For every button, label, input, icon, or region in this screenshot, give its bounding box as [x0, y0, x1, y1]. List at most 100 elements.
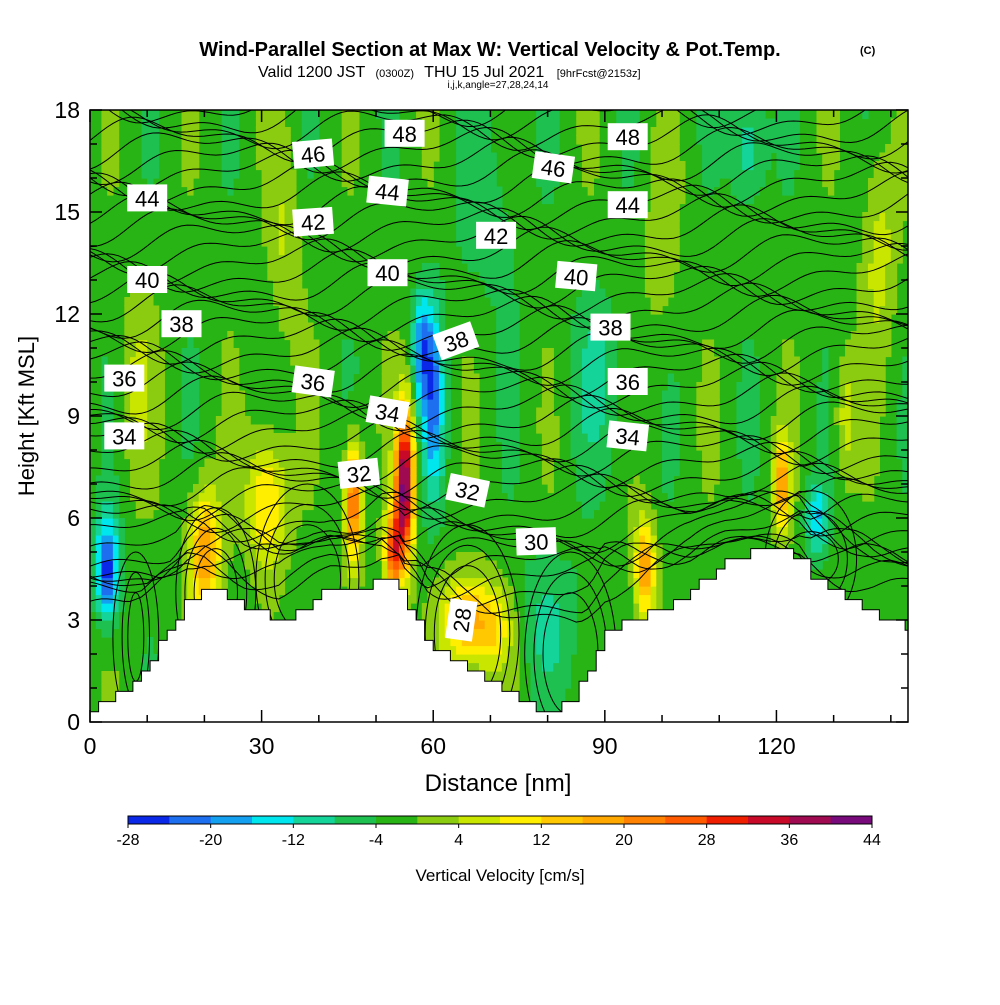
w-cell — [879, 246, 886, 256]
w-cell — [553, 628, 560, 638]
w-cell — [473, 450, 480, 460]
w-cell — [267, 484, 274, 494]
w-cell — [478, 110, 486, 120]
w-cell — [421, 441, 429, 451]
w-cell — [238, 484, 246, 494]
w-cell — [662, 161, 669, 171]
w-cell — [261, 118, 268, 128]
w-cell — [387, 441, 394, 451]
w-cell — [238, 399, 246, 409]
w-cell — [873, 433, 880, 443]
w-cell — [421, 127, 429, 137]
w-cell — [341, 543, 349, 553]
w-cell — [284, 195, 291, 205]
w-cell — [438, 603, 446, 613]
w-cell — [433, 322, 440, 332]
w-cell — [250, 484, 257, 494]
theta-contour — [90, 526, 908, 608]
w-cell — [862, 373, 869, 383]
w-cell — [707, 390, 715, 400]
w-cell — [107, 679, 114, 689]
w-cell — [782, 475, 789, 485]
w-cell — [250, 526, 257, 536]
w-cell — [198, 569, 206, 579]
potential-temperature-contours — [90, 110, 908, 722]
w-cell — [633, 118, 640, 128]
w-cell — [307, 416, 314, 426]
w-cell — [112, 577, 120, 587]
theta-label: 36 — [607, 368, 648, 395]
w-cell — [147, 110, 154, 120]
w-cell — [421, 339, 429, 349]
colorbar-swatch — [665, 816, 708, 824]
w-cell — [427, 365, 434, 375]
w-cell — [112, 144, 120, 154]
w-cell — [95, 552, 103, 562]
w-cell — [393, 144, 400, 154]
w-cell — [210, 509, 217, 519]
w-cell — [541, 135, 549, 145]
w-cell — [650, 203, 657, 213]
w-cell — [124, 390, 131, 400]
w-cell — [702, 407, 709, 417]
w-cell — [667, 144, 675, 154]
w-cell — [135, 331, 143, 341]
w-cell — [742, 399, 749, 409]
w-cell — [398, 382, 406, 392]
w-cell — [639, 611, 646, 621]
w-cell — [438, 628, 446, 638]
w-cell — [593, 484, 600, 494]
w-cell — [484, 662, 492, 672]
w-cell — [650, 237, 657, 247]
w-cell — [873, 424, 880, 434]
w-cell — [112, 552, 120, 562]
w-cell — [667, 246, 675, 256]
w-cell — [461, 144, 469, 154]
w-cell — [627, 169, 635, 179]
w-cell — [438, 458, 446, 468]
w-cell — [507, 611, 514, 621]
w-cell — [450, 637, 457, 647]
w-cell — [295, 484, 303, 494]
w-cell — [290, 339, 297, 349]
w-cell — [662, 135, 669, 145]
w-cell — [130, 484, 137, 494]
w-cell — [501, 356, 509, 366]
w-cell — [747, 365, 755, 375]
w-cell — [547, 390, 554, 400]
w-cell — [541, 110, 549, 120]
w-cell — [713, 373, 720, 383]
w-cell — [278, 144, 286, 154]
x-axis-label: Distance [nm] — [425, 770, 572, 797]
w-cell — [398, 390, 406, 400]
w-cell — [564, 569, 572, 579]
w-cell — [278, 152, 286, 162]
w-cell — [301, 424, 308, 434]
w-cell — [507, 654, 514, 664]
w-cell — [421, 322, 429, 332]
colorbar-tick-label: 20 — [615, 832, 633, 849]
w-cell — [496, 569, 503, 579]
w-cell — [553, 705, 560, 715]
w-cell — [747, 475, 755, 485]
w-cell — [301, 450, 308, 460]
w-cell — [461, 586, 469, 596]
w-cell — [787, 441, 795, 451]
w-cell — [421, 118, 429, 128]
w-cell — [233, 501, 240, 511]
w-cell — [438, 297, 446, 307]
w-cell — [719, 127, 726, 137]
w-cell — [673, 212, 680, 222]
w-cell — [255, 127, 263, 137]
w-cell — [507, 475, 514, 485]
w-cell — [427, 373, 434, 383]
w-cell — [444, 637, 451, 647]
w-cell — [644, 526, 652, 536]
w-cell — [782, 356, 789, 366]
w-cell — [410, 348, 417, 358]
w-cell — [267, 254, 274, 264]
w-cell — [181, 543, 188, 553]
w-cell — [793, 467, 800, 477]
w-cell — [438, 637, 446, 647]
w-cell — [433, 484, 440, 494]
